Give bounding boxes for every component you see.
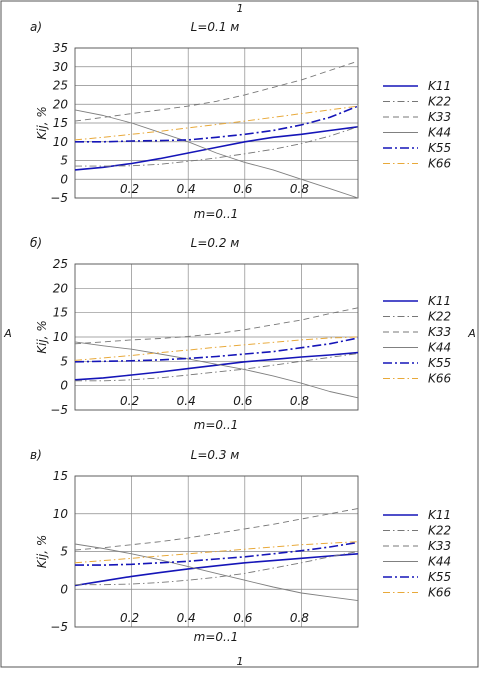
series-line-k55 (75, 541, 359, 566)
chart-title: L=0.3 м (191, 448, 240, 462)
y-axis-label: Kij, % (35, 320, 49, 354)
panel-label: a) (30, 20, 42, 34)
panel-label: б) (30, 236, 42, 250)
y-tick-label: −5 (50, 191, 68, 205)
x-tick-label: 0.6 (233, 611, 252, 625)
legend-label-k11: K11 (428, 79, 451, 93)
x-axis-label: m=0..1 (194, 630, 239, 644)
series-line-k66 (74, 541, 359, 564)
y-tick-label: 0 (60, 172, 68, 186)
legend-label-k33: K33 (428, 539, 451, 553)
y-tick-label: 25 (53, 257, 68, 271)
y-tick-label: 15 (53, 116, 68, 130)
left-page-mark: A (3, 327, 12, 340)
chart-title: L=0.2 м (191, 236, 240, 250)
chart-panel-2: б) L=0.2 м −5 0 5 10 15 20 25 0.2 0.4 0.6 0.8 m=0..1 K… (30, 236, 452, 432)
y-tick-label: 5 (60, 354, 68, 368)
x-tick-label: 0.4 (177, 394, 196, 408)
x-tick-label: 0.2 (120, 394, 139, 408)
legend-label-k22: K22 (428, 524, 451, 538)
x-axis-label: m=0..1 (194, 207, 239, 221)
series-line-k55 (74, 337, 359, 363)
y-tick-label: 0 (60, 379, 68, 393)
y-tick-label: 15 (53, 306, 68, 320)
right-page-mark: A (467, 327, 476, 340)
x-tick-label: 0.6 (233, 182, 252, 196)
y-tick-label: 20 (53, 281, 69, 295)
y-tick-label: −5 (50, 620, 68, 634)
y-tick-label: 15 (53, 469, 68, 483)
series-line-k11 (74, 126, 359, 171)
y-tick-label: 10 (53, 135, 69, 149)
y-tick-label: 35 (53, 41, 68, 55)
y-tick-label: 5 (60, 154, 68, 168)
legend-label-k44: K44 (428, 341, 451, 355)
legend-label-k55: K55 (428, 356, 451, 370)
legend-label-k66: K66 (428, 372, 452, 386)
plot-frame (74, 47, 359, 199)
top-page-mark: 1 (237, 2, 244, 15)
legend-label-k33: K33 (428, 325, 451, 339)
x-tick-label: 0.8 (290, 611, 309, 625)
legend-label-k55: K55 (428, 141, 451, 155)
x-tick-label: 0.8 (290, 182, 309, 196)
series-line-k66 (74, 105, 359, 141)
y-tick-label: 10 (53, 507, 69, 521)
legend-label-k44: K44 (428, 126, 451, 140)
x-tick-label: 0.2 (120, 182, 139, 196)
y-tick-label: 0 (60, 582, 68, 596)
plot-frame (74, 263, 359, 411)
legend-label-k55: K55 (428, 570, 451, 584)
chart-panel-1: a) L=0.1 м −5 0 5 10 15 20 25 30 35 0.2 0.4 0.6 0.8 m=0… (30, 20, 452, 221)
series-line-k33 (74, 307, 359, 345)
series-line-k11 (74, 351, 359, 381)
legend-label-k44: K44 (428, 555, 451, 569)
series-line-k33 (74, 508, 359, 551)
legend-label-k22: K22 (428, 95, 451, 109)
y-tick-label: 5 (60, 545, 68, 559)
legend-label-k22: K22 (428, 310, 451, 324)
series-line-k22 (75, 126, 359, 167)
legend-label-k66: K66 (428, 586, 452, 600)
panel-label: в) (30, 448, 42, 462)
x-tick-label: 0.6 (233, 394, 252, 408)
y-tick-label: 20 (53, 97, 69, 111)
x-tick-label: 0.2 (120, 611, 139, 625)
series-line-k22 (75, 551, 359, 586)
x-tick-label: 0.4 (177, 182, 196, 196)
series-line-k55 (75, 105, 359, 143)
series-line-k44 (74, 109, 359, 199)
legend-label-k66: K66 (428, 157, 452, 171)
y-axis-label: Kij, % (35, 106, 49, 140)
legend-label-k33: K33 (428, 110, 451, 124)
y-tick-label: −5 (50, 403, 68, 417)
series-line-k22 (75, 353, 359, 382)
series-line-k44 (74, 341, 359, 399)
chart-title: L=0.1 м (191, 20, 240, 34)
x-tick-label: 0.8 (290, 394, 309, 408)
y-axis-label: Kij, % (35, 535, 49, 569)
x-axis-label: m=0..1 (194, 418, 239, 432)
chart-panel-3: в) L=0.3 м −5 0 5 10 15 0.2 0.4 0.6 0.8 m=0..1 Kij, … (30, 448, 452, 644)
y-tick-label: 30 (53, 60, 69, 74)
y-tick-label: 25 (53, 79, 68, 93)
series-line-k66 (74, 336, 359, 361)
y-tick-label: 10 (53, 330, 69, 344)
series-line-k33 (74, 60, 359, 122)
legend-label-k11: K11 (428, 508, 451, 522)
x-tick-label: 0.4 (177, 611, 196, 625)
series-line-k11 (74, 553, 359, 587)
legend-label-k11: K11 (428, 294, 451, 308)
chart-panels: a) L=0.1 м −5 0 5 10 15 20 25 30 35 0.2 0.4 0.6 0.8 m=0… (30, 20, 452, 644)
series-line-k44 (74, 543, 359, 602)
bottom-page-mark: 1 (237, 655, 244, 668)
